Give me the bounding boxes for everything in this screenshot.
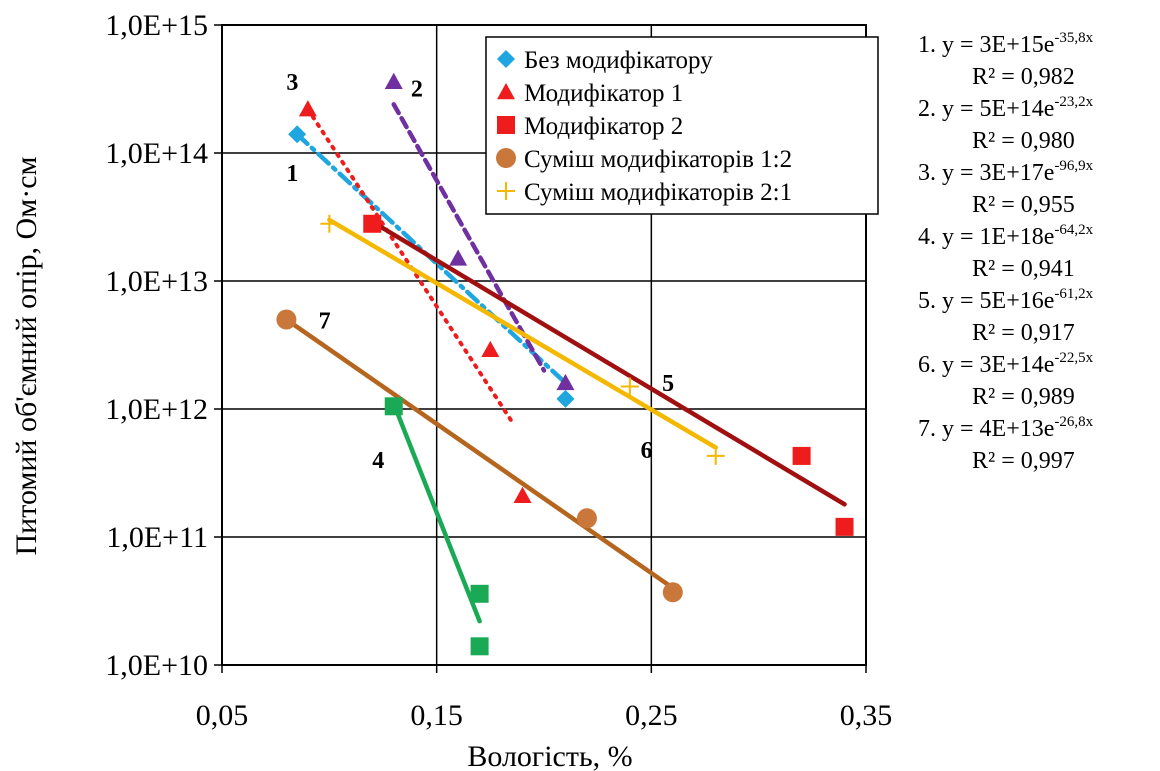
- data-point-series-2: [481, 340, 500, 358]
- y-tick-label: 1,0E+10: [105, 649, 208, 682]
- data-point-series-4: [576, 508, 597, 529]
- r-squared-3: R² = 0,955: [972, 192, 1075, 218]
- curve-labels: 1 2 3 4 5 6 7: [286, 70, 674, 474]
- x-tick-label: 0,35: [840, 699, 893, 732]
- data-point-series-4: [662, 582, 683, 603]
- x-tick-label: 0,25: [625, 699, 678, 732]
- legend-entry-label: Суміш модифікаторів 1:2: [524, 146, 792, 173]
- data-point-series-4: [276, 309, 297, 330]
- trendline-5: [370, 219, 847, 507]
- r-squared-4: R² = 0,941: [972, 256, 1075, 282]
- x-axis-title: Вологість, %: [467, 740, 632, 771]
- data-point-series-7: [470, 584, 489, 603]
- legend-marker: [497, 83, 515, 100]
- data-point-series-2: [513, 486, 532, 503]
- r-squared-6: R² = 0,989: [972, 384, 1075, 410]
- y-tick-label: 1,0E+13: [105, 265, 208, 298]
- equation-2: 2. y = 5E+14e-23,2x: [918, 94, 1094, 122]
- legend-marker: [496, 148, 516, 168]
- equation-4: 4. y = 1E+18e-64,2x: [918, 222, 1094, 250]
- equation-6: 6. y = 3E+14e-22,5x: [918, 350, 1094, 378]
- data-point-series-5: [706, 446, 725, 465]
- curve-label-4: 4: [372, 448, 384, 474]
- x-tick-label: 0,15: [410, 699, 463, 732]
- equation-3: 3. y = 3E+17e-96,9x: [918, 158, 1094, 186]
- legend-box: [485, 36, 879, 215]
- curve-label-1: 1: [286, 161, 298, 187]
- data-point-series-6: [556, 373, 575, 391]
- data-point-series-6: [449, 249, 468, 266]
- legend-entry-label: Без модифікатору: [524, 47, 713, 74]
- curve-label-5: 5: [662, 371, 674, 397]
- equation-5: 5. y = 5E+16e-61,2x: [918, 286, 1094, 314]
- legend-entry-label: Модифікатор 2: [524, 113, 683, 140]
- trendline-3: [305, 107, 514, 424]
- y-tick-label: 1,0E+12: [105, 393, 208, 426]
- y-tick-label: 1,0E+11: [106, 521, 208, 554]
- equation-1: 1. y = 3E+15e-35,8x: [918, 30, 1094, 58]
- r-squared-5: R² = 0,917: [972, 320, 1075, 346]
- r-squared-7: R² = 0,997: [972, 448, 1075, 474]
- r-squared-1: R² = 0,982: [972, 64, 1075, 90]
- y-tick-label: 1,0E+15: [105, 9, 208, 42]
- data-points: [276, 72, 854, 656]
- curve-label-6: 6: [641, 438, 653, 464]
- data-point-series-5: [320, 214, 339, 233]
- data-point-series-3: [835, 517, 854, 536]
- data-point-series-7: [470, 637, 489, 656]
- trendlines: [284, 102, 847, 624]
- r-squared-2: R² = 0,980: [972, 128, 1075, 154]
- legend-marker: [497, 182, 515, 200]
- legend-marker: [497, 116, 515, 134]
- curve-label-7: 7: [319, 309, 331, 335]
- data-point-series-3: [792, 446, 811, 465]
- trendline-4: [391, 401, 482, 624]
- data-point-series-2: [298, 100, 317, 117]
- x-tick-label: 0,05: [196, 699, 249, 732]
- data-point-series-5: [620, 377, 639, 396]
- legend-marker: [497, 50, 515, 68]
- equation-7: 7. y = 4E+13e-26,8x: [918, 414, 1094, 442]
- legend-entry-label: Суміш модифікаторів 2:1: [524, 179, 792, 206]
- data-point-series-1: [288, 125, 307, 144]
- data-point-series-3: [363, 214, 382, 233]
- trendline-7: [284, 317, 676, 591]
- trendline-equations: 1. y = 3E+15e-35,8x R² = 0,982 2. y = 5E+1…: [918, 30, 1094, 474]
- trendline-2: [391, 102, 547, 373]
- y-axis-title: Питомий об'ємний опір, Ом·см: [10, 156, 43, 555]
- data-point-series-1: [556, 389, 575, 408]
- curve-label-3: 3: [286, 70, 298, 96]
- legend-entry-label: Модифікатор 1: [524, 80, 683, 107]
- y-tick-label: 1,0E+14: [105, 137, 208, 170]
- legend: Без модифікатору Модифікатор 1 Модифікатор…: [485, 36, 879, 215]
- data-point-series-6: [384, 72, 403, 89]
- axis-ticks: 1,0E+10 1,0E+11 1,0E+12 1,0E+13 1,0E+14 1,0E+…: [105, 9, 892, 732]
- curve-label-2: 2: [411, 76, 423, 102]
- data-point-series-7: [384, 397, 403, 416]
- trendline-6: [327, 217, 718, 450]
